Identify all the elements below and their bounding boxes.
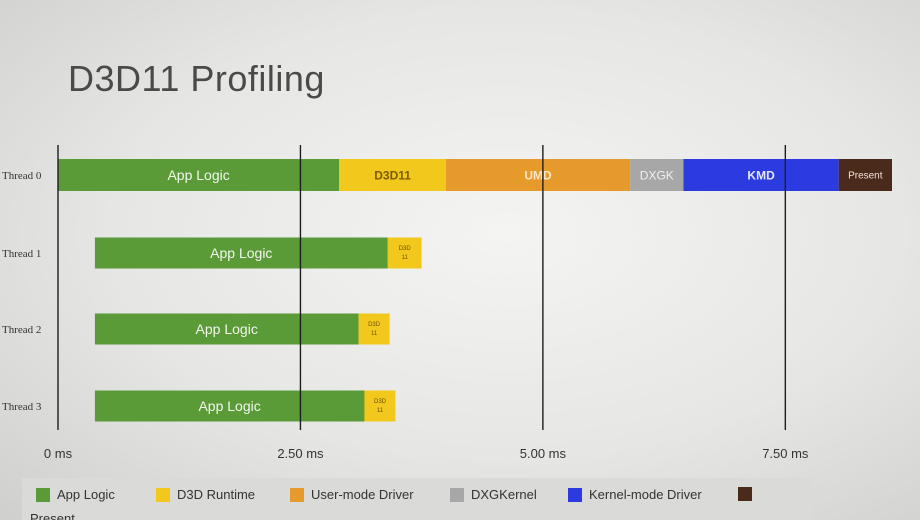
segment-label: UMD [524,168,552,182]
legend-swatch [290,487,304,502]
thread-label: Thread 1 [2,248,41,260]
segment-label: 11 [402,255,409,261]
segment-umd [445,159,631,191]
segment-d3d [364,390,396,422]
legend-swatch [450,487,464,502]
segment-app [94,237,388,269]
thread-label: Thread 0 [2,170,42,182]
legend-swatch [568,487,582,502]
segment-label: App Logic [167,167,229,183]
segment-label: KMD [747,168,775,182]
legend-label: Present [30,511,75,520]
legend-label: DXGKernel [471,487,537,502]
thread-label: Thread 2 [2,324,41,336]
segment-kmd [683,159,839,191]
legend-swatch [36,487,50,502]
segment-label: Present [848,171,883,182]
segment-app [94,313,359,345]
segment-label: D3D11 [374,168,411,182]
legend-item-present [738,487,752,501]
legend-item-d3d: D3D Runtime [156,487,255,502]
legend-label: User-mode Driver [311,487,414,502]
segment-d3d [339,159,446,191]
legend-item-kmd: Kernel-mode Driver [568,487,702,502]
segment-label: D3D [374,399,387,405]
segment-label: App Logic [210,245,272,261]
segment-label: 11 [371,331,378,337]
thread-label: Thread 3 [2,401,42,413]
legend-item-dxgk: DXGKernel [450,487,537,502]
legend-item-umd: User-mode Driver [290,487,414,502]
legend-label: Kernel-mode Driver [589,487,702,502]
legend: App Logic D3D Runtime User-mode Driver DXGK… [22,478,812,520]
segment-label: App Logic [196,321,258,337]
x-tick-label: 7.50 ms [762,446,809,461]
segment-label: 11 [377,408,384,414]
x-tick-label: 5.00 ms [520,446,567,461]
segment-d3d [358,313,390,345]
segment-label: D3D [368,322,381,328]
segment-label: App Logic [198,398,260,414]
x-tick-label: 0 ms [44,446,73,461]
chart-title: D3D11 Profiling [68,58,325,99]
segment-d3d [387,237,422,269]
segment-present [838,159,892,191]
segment-label: D3D [399,246,412,252]
segment-dxgk [630,159,684,191]
legend-label: D3D Runtime [177,487,256,502]
legend-swatch [156,487,170,502]
legend-label: App Logic [57,487,115,502]
x-tick-label: 2.50 ms [277,446,324,461]
legend-swatch [738,487,752,501]
segment-label: DXGK [640,168,674,182]
legend-item-app: App Logic [36,487,115,502]
segment-app [58,159,340,191]
segment-app [94,390,365,422]
